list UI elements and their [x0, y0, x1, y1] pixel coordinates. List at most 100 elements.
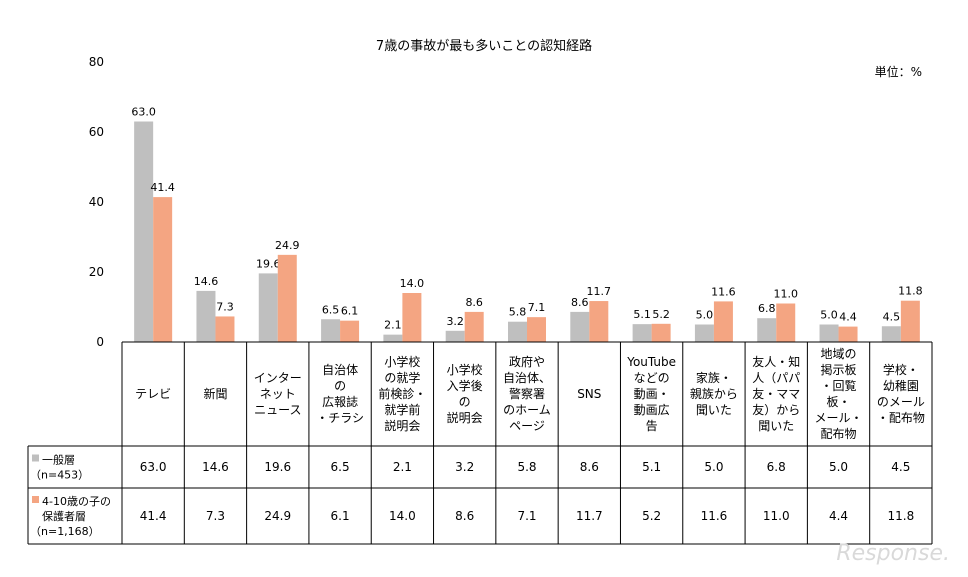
bar-parents — [215, 316, 235, 342]
bar-value-label: 5.0 — [820, 309, 838, 322]
y-tick-label: 20 — [89, 265, 104, 279]
bar-value-label: 8.6 — [465, 296, 483, 309]
bar-general — [196, 290, 216, 342]
bar-parents — [277, 254, 297, 342]
legend-label: 一般層（n=453） — [30, 454, 89, 482]
table-cell-value: 24.9 — [264, 509, 291, 523]
category-label: 政府や自治体、警察署のホームページ — [503, 354, 551, 433]
table-cell-value: 8.6 — [455, 509, 474, 523]
category-label: 家族・親族から聞いた — [690, 370, 738, 417]
bar-value-label: 11.8 — [898, 285, 923, 298]
bar-parents — [900, 300, 920, 342]
bar-parents — [464, 311, 484, 342]
bar-general — [819, 324, 839, 342]
table-cell-value: 11.7 — [576, 509, 603, 523]
bar-general — [694, 324, 714, 342]
y-axis: 0 20 40 60 80 — [89, 55, 104, 349]
y-tick-label: 40 — [89, 195, 104, 209]
bar-parents — [527, 317, 546, 342]
table-cell-value: 5.1 — [642, 460, 661, 474]
table-cell-value: 7.3 — [206, 509, 225, 523]
table-cell-value: 11.8 — [887, 509, 914, 523]
bar-value-label: 11.6 — [711, 285, 736, 298]
bar-value-label: 5.0 — [696, 309, 714, 322]
table-cell-value: 14.0 — [389, 509, 416, 523]
data-table: テレビ 新聞 インターネットニュース自治体の広報誌・チラシ小学校の就学前検診・就学前… — [27, 341, 933, 545]
bar-value-label: 5.2 — [652, 308, 670, 321]
table-cell-value: 11.0 — [763, 509, 790, 523]
table-cell-value: 5.2 — [642, 509, 661, 523]
bar-value-label: 3.2 — [446, 315, 464, 328]
bar-general — [632, 324, 652, 342]
bar-value-label: 5.8 — [509, 306, 527, 319]
table-cell-value: 4.5 — [891, 460, 910, 474]
bar-parents — [589, 301, 609, 342]
bar-parents — [838, 326, 858, 342]
table-cell-value: 5.8 — [517, 460, 536, 474]
legend-label: 4-10歳の子の保護者層（n=1,168） — [30, 495, 111, 538]
bar-value-label: 14.0 — [400, 277, 425, 290]
category-label: 学校・幼稚園のメール・配布物 — [877, 362, 925, 425]
table-cell-value: 2.1 — [393, 460, 412, 474]
bar-general — [881, 326, 901, 342]
bar-general — [445, 330, 465, 342]
table-cell-value: 11.6 — [701, 509, 728, 523]
category-label: 小学校入学後の説明会 — [447, 362, 483, 425]
y-tick-label: 60 — [89, 125, 104, 139]
chart-title: 7歳の事故が最も多いことの認知経路 — [376, 38, 592, 54]
bar-parents — [402, 293, 422, 342]
bar-general — [570, 311, 590, 342]
table-cell-value: 4.4 — [829, 509, 848, 523]
bar-value-label: 19.6 — [256, 257, 281, 270]
response-watermark: Response. — [836, 541, 950, 566]
table-cell-value: 6.8 — [767, 460, 786, 474]
bar-value-label: 2.1 — [384, 319, 402, 332]
bar-parents — [651, 323, 671, 342]
bar-value-label: 6.1 — [341, 305, 359, 318]
bar-value-label: 7.3 — [216, 300, 234, 313]
legend-swatch — [32, 454, 39, 462]
category-label: 小学校の就学前検診・就学前説明会 — [378, 354, 426, 433]
bar-value-label: 4.4 — [839, 311, 857, 324]
table-cell-value: 3.2 — [455, 460, 474, 474]
category-label: YouTube などの動画・動画広告 — [626, 355, 676, 433]
bar-value-label: 63.0 — [131, 106, 156, 119]
bar-general — [757, 318, 777, 342]
bar-parents — [340, 320, 360, 342]
unit-label: 単位：% — [875, 64, 922, 79]
bar-parents — [776, 303, 796, 342]
bar-value-label: 11.0 — [773, 288, 798, 301]
bar-value-label: 41.4 — [150, 181, 175, 194]
y-tick-label: 0 — [96, 335, 104, 349]
table-cell-value: 63.0 — [140, 460, 167, 474]
bar-value-label: 14.6 — [194, 275, 219, 288]
legend-swatch — [32, 496, 39, 503]
bar-general — [383, 334, 403, 342]
category-label: 地域の掲示板・回覧板・メール・配布物 — [815, 347, 863, 441]
category-label: SNS — [577, 387, 601, 401]
table-cell-value: 14.6 — [202, 460, 229, 474]
table-cell-value: 8.6 — [580, 460, 599, 474]
table-cell-value: 6.1 — [331, 509, 350, 523]
bar-general — [508, 321, 527, 342]
bar-general — [134, 121, 154, 342]
bar-value-label: 5.1 — [633, 308, 651, 321]
table-cell-value: 5.0 — [829, 460, 848, 474]
bar-general — [258, 273, 278, 342]
bar-parents — [153, 197, 173, 342]
category-label: 自治体の広報誌・チラシ — [316, 363, 364, 425]
table-cell-value: 7.1 — [517, 509, 536, 523]
bar-general — [321, 319, 341, 342]
bar-value-label: 6.5 — [322, 303, 340, 316]
bar-parents — [713, 301, 733, 342]
category-label: 友人・知人（パパ友・ママ友）から聞いた — [752, 355, 800, 433]
bars: 63.014.619.66.52.1 3.25.88.65.1 5.0 6.8 5.0 4… — [131, 106, 923, 342]
table-cell-value: 6.5 — [331, 460, 350, 474]
table-cell-value: 41.4 — [140, 509, 167, 523]
y-tick-label: 80 — [89, 55, 104, 69]
bar-value-label: 11.7 — [587, 285, 612, 298]
table-cell-value: 19.6 — [264, 460, 291, 474]
category-label: インターネットニュース — [254, 371, 302, 417]
bar-value-label: 6.8 — [758, 302, 776, 315]
